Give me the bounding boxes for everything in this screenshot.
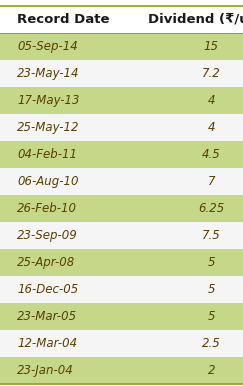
Bar	[0, 276, 243, 303]
Bar	[0, 330, 243, 357]
Text: 6.25: 6.25	[198, 202, 225, 215]
Bar	[0, 249, 243, 276]
Text: 23-Jan-04: 23-Jan-04	[17, 364, 74, 377]
Text: 5: 5	[208, 310, 215, 323]
Text: Record Date: Record Date	[17, 13, 110, 26]
Bar	[0, 60, 243, 87]
Bar	[0, 303, 243, 330]
Bar	[0, 357, 243, 384]
Text: 04-Feb-11: 04-Feb-11	[17, 148, 77, 161]
Text: 06-Aug-10: 06-Aug-10	[17, 175, 78, 188]
Text: Dividend (₹/unit): Dividend (₹/unit)	[148, 13, 243, 26]
Bar	[0, 114, 243, 141]
Bar	[0, 87, 243, 114]
Text: 05-Sep-14: 05-Sep-14	[17, 40, 78, 53]
Text: 7: 7	[208, 175, 215, 188]
Text: 17-May-13: 17-May-13	[17, 94, 79, 107]
Text: 7.5: 7.5	[202, 229, 221, 242]
Text: 25-May-12: 25-May-12	[17, 121, 79, 134]
Bar	[0, 195, 243, 222]
Bar	[0, 141, 243, 168]
Text: 2: 2	[208, 364, 215, 377]
Text: 4: 4	[208, 94, 215, 107]
Text: 12-Mar-04: 12-Mar-04	[17, 337, 77, 350]
Text: 15: 15	[204, 40, 219, 53]
Bar	[0, 6, 243, 33]
Text: 26-Feb-10: 26-Feb-10	[17, 202, 77, 215]
Bar	[0, 168, 243, 195]
Bar	[0, 222, 243, 249]
Text: 23-Mar-05: 23-Mar-05	[17, 310, 77, 323]
Text: 23-Sep-09: 23-Sep-09	[17, 229, 78, 242]
Bar	[0, 33, 243, 60]
Text: 2.5: 2.5	[202, 337, 221, 350]
Text: 4: 4	[208, 121, 215, 134]
Text: 7.2: 7.2	[202, 67, 221, 80]
Text: 4.5: 4.5	[202, 148, 221, 161]
Text: 5: 5	[208, 256, 215, 269]
Text: 23-May-14: 23-May-14	[17, 67, 79, 80]
Text: 25-Apr-08: 25-Apr-08	[17, 256, 75, 269]
Text: 16-Dec-05: 16-Dec-05	[17, 283, 78, 296]
Text: 5: 5	[208, 283, 215, 296]
